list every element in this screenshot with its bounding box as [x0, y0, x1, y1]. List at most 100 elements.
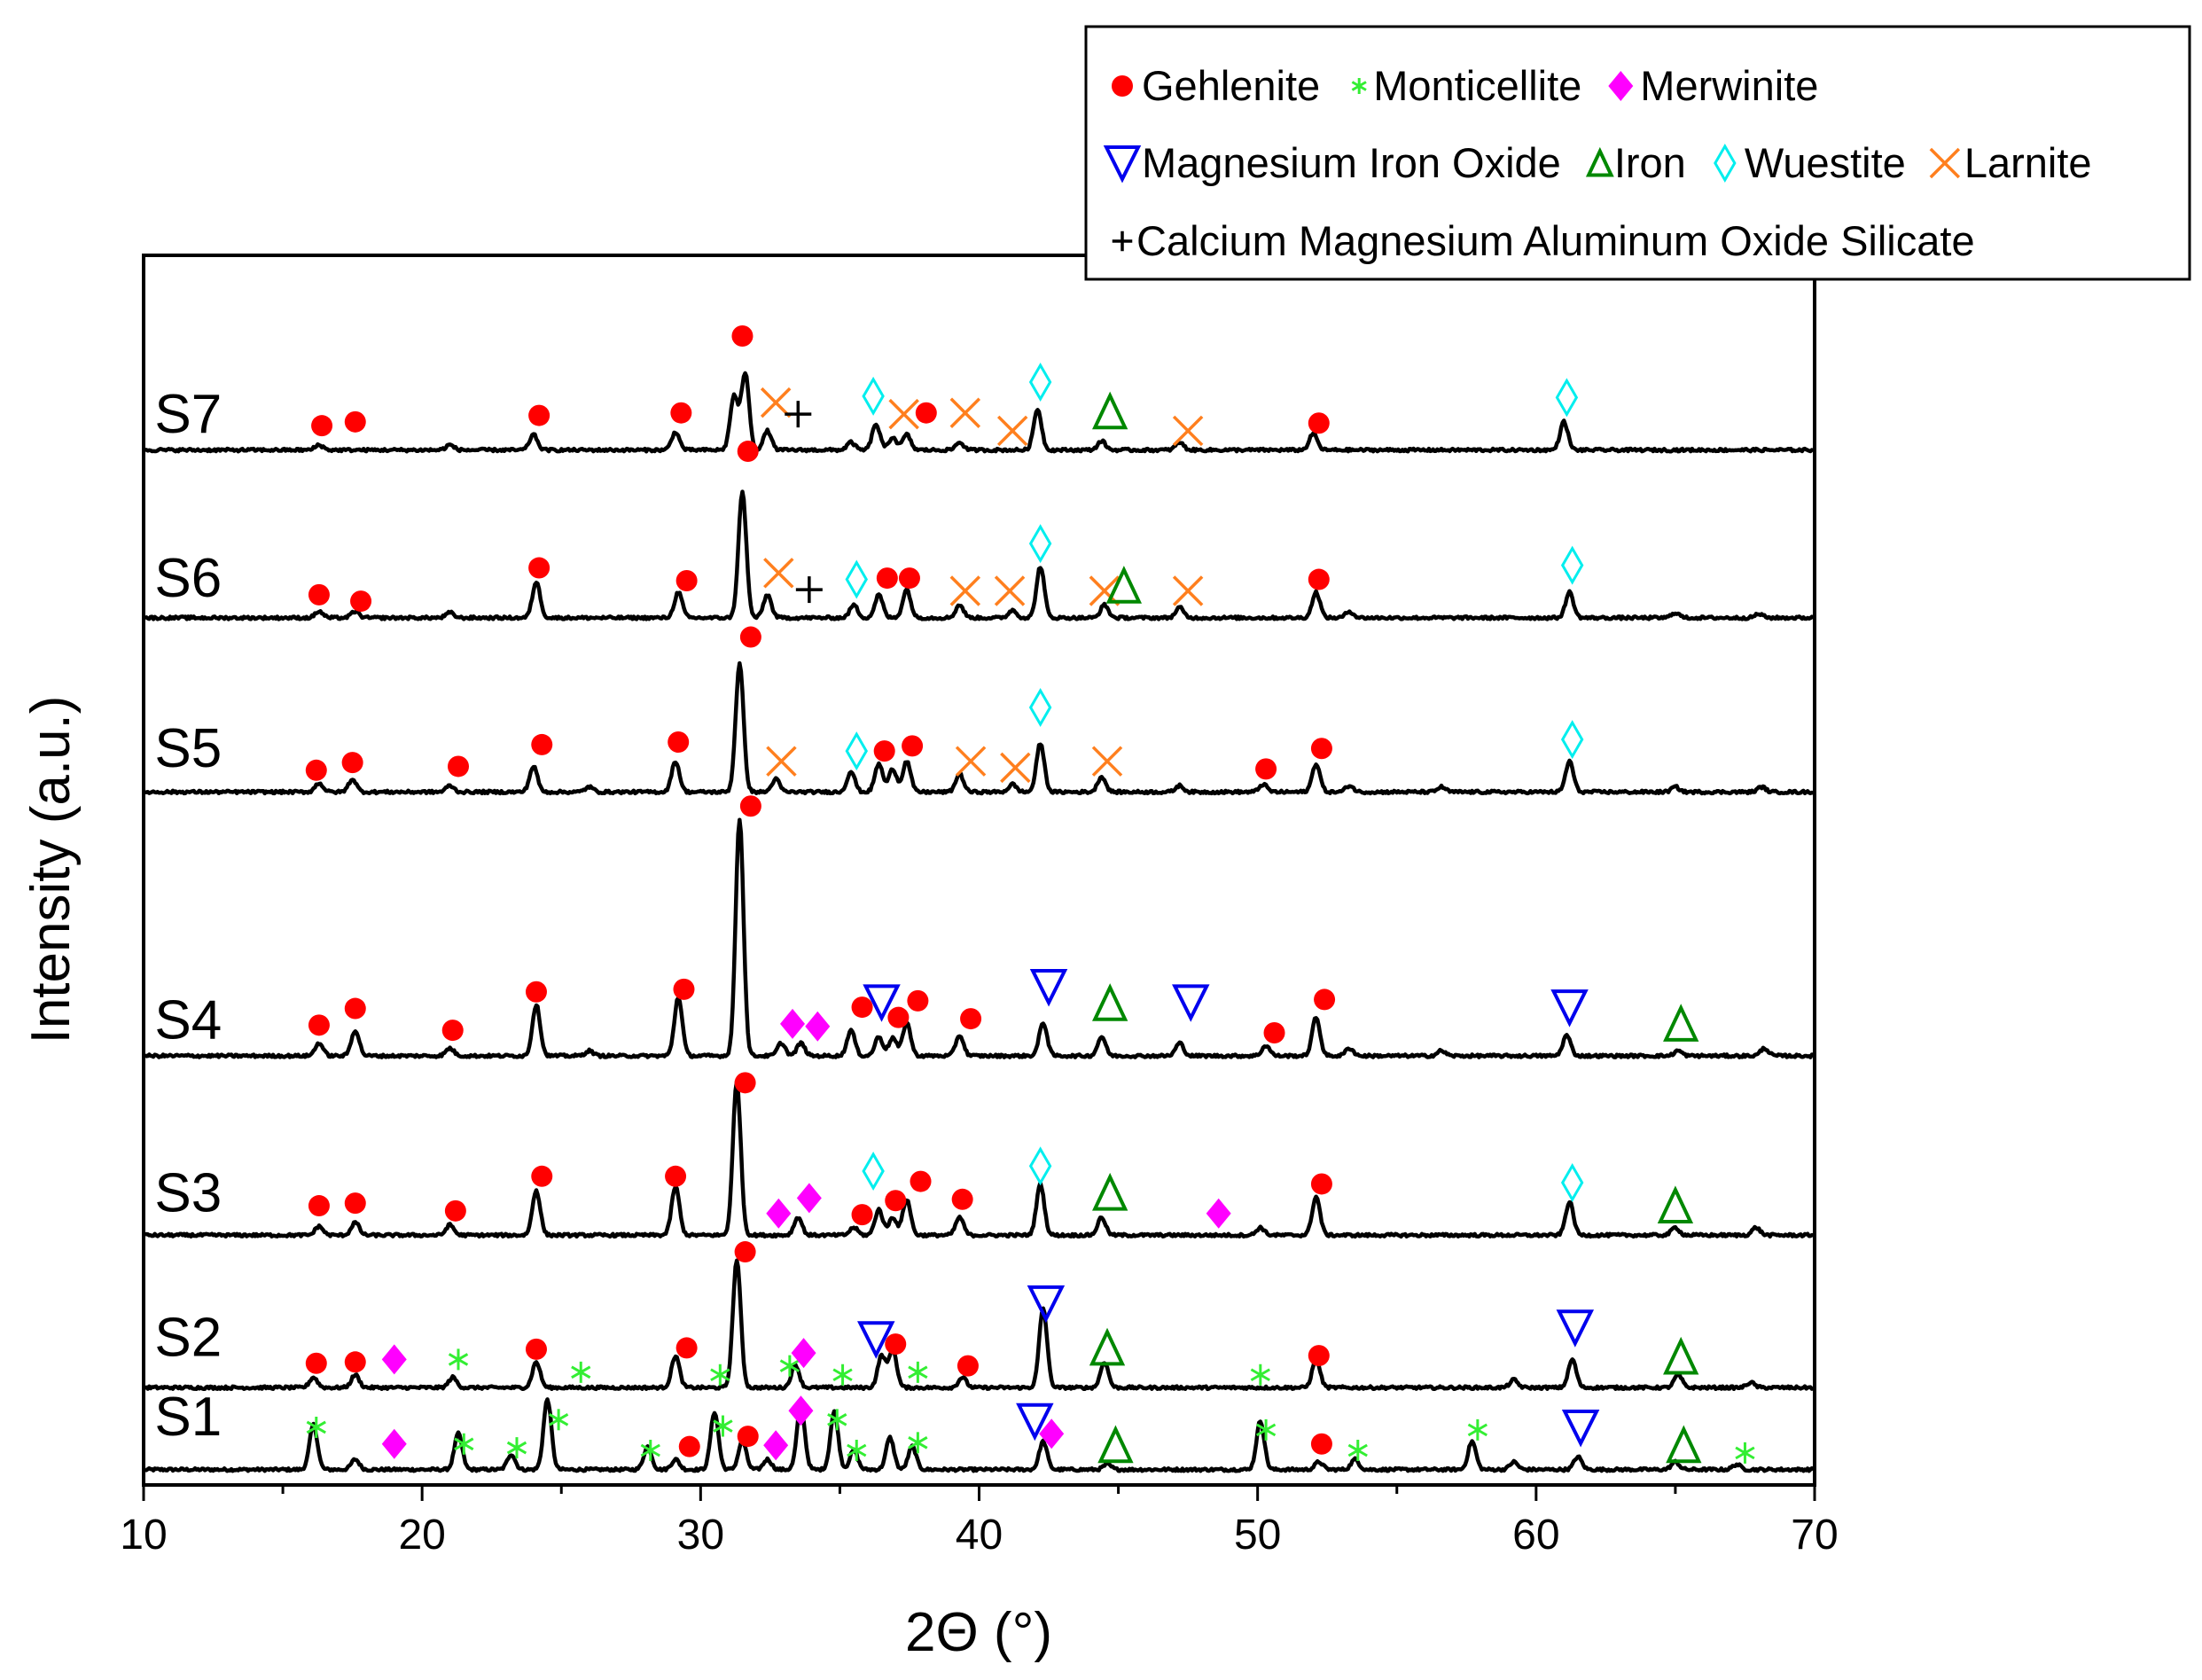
- x-tick-label: 40: [956, 1512, 1003, 1559]
- gehlenite-marker: [344, 1192, 366, 1215]
- gehlenite-marker: [444, 1199, 466, 1222]
- mgfeo-marker: [1550, 989, 1589, 1028]
- monticellite-marker: [1250, 1364, 1270, 1386]
- sample-label-s2: S2: [154, 1308, 222, 1369]
- gehlenite-marker: [1310, 1433, 1332, 1455]
- gehlenite-marker: [957, 1355, 979, 1377]
- larnite-marker: [1172, 575, 1204, 606]
- gehlenite-marker: [910, 1170, 932, 1192]
- plot-area: S1 S2 S3 S4 S5 S6 S7: [142, 254, 1816, 1501]
- iron-marker: [1092, 983, 1128, 1021]
- mgfeo-marker: [1027, 1285, 1066, 1324]
- iron-marker: [1663, 1004, 1699, 1042]
- merwinite-marker: [1608, 71, 1634, 101]
- merwinite-marker: [763, 1430, 789, 1461]
- legend-label-gehlenite: Gehlenite: [1142, 62, 1320, 109]
- monticellite-marker: [454, 1433, 474, 1455]
- larnite-marker: [949, 397, 981, 428]
- iron-marker: [1666, 1425, 1702, 1464]
- mgfeo-marker: [1103, 145, 1142, 184]
- gehlenite-marker: [851, 996, 873, 1019]
- series-line-s7: [144, 371, 1815, 454]
- sample-label-s4: S4: [154, 989, 222, 1051]
- merwinite-marker: [796, 1183, 822, 1214]
- gehlenite-marker: [341, 752, 363, 774]
- monticellite-marker: [908, 1361, 928, 1383]
- legend-label-calcium-magnesium-aluminum-oxide-silicate: Calcium Magnesium Aluminum Oxide Silicat…: [1136, 217, 1975, 264]
- larnite-marker: [949, 575, 981, 606]
- x-tick-label: 50: [1234, 1512, 1281, 1559]
- larnite-marker: [888, 398, 919, 430]
- gehlenite-marker: [675, 1337, 698, 1359]
- wuestite-marker: [1028, 1146, 1052, 1186]
- phase-markers: [305, 325, 1755, 1464]
- larnite-marker: [1172, 415, 1204, 447]
- gehlenite-marker: [1310, 738, 1332, 760]
- larnite-marker: [1000, 752, 1031, 784]
- series-line-s6: [144, 489, 1815, 621]
- gehlenite-marker: [887, 1006, 910, 1028]
- gehlenite-marker: [531, 1165, 553, 1187]
- iron-marker: [1092, 391, 1128, 430]
- series-line-s2: [144, 1258, 1815, 1392]
- x-tick-label: 10: [120, 1512, 167, 1559]
- sample-label-s6: S6: [154, 548, 222, 609]
- gehlenite-marker: [670, 402, 692, 424]
- monticellite-marker: [548, 1409, 569, 1431]
- mgfeo-marker: [1556, 1309, 1595, 1348]
- monticellite-marker: [1255, 1418, 1277, 1441]
- gehlenite-marker: [960, 1008, 982, 1030]
- sample-labels: S1 S2 S3 S4 S5 S6 S7: [154, 384, 222, 1448]
- x-tick-label: 60: [1512, 1512, 1559, 1559]
- larnite-marker: [955, 746, 987, 777]
- monticellite-marker: [1347, 1439, 1368, 1461]
- legend-label-larnite: Larnite: [1964, 139, 2092, 186]
- gehlenite-marker: [673, 978, 695, 1000]
- x-tick-label: 20: [398, 1512, 445, 1559]
- wuestite-marker: [1028, 688, 1052, 728]
- wuestite-marker: [1555, 378, 1579, 418]
- legend: Gehlenite Monticellite Merwinite Magnesium …: [1084, 25, 2191, 281]
- larnite-marker: [760, 387, 792, 418]
- gehlenite-marker: [734, 1241, 756, 1263]
- legend-label-magnesium-iron-oxide: Magnesium Iron Oxide: [1142, 139, 1561, 186]
- wuestite-marker: [1714, 144, 1737, 183]
- wuestite-marker: [1028, 524, 1052, 564]
- gehlenite-marker: [739, 795, 761, 817]
- monticellite-marker: [779, 1355, 800, 1377]
- monticellite-marker: [827, 1409, 847, 1431]
- gehlenite-marker: [1263, 1021, 1285, 1043]
- gehlenite-marker: [1308, 412, 1330, 434]
- iron-marker: [1092, 1172, 1128, 1211]
- x-tick-label: 70: [1791, 1512, 1838, 1559]
- gehlenite-marker: [902, 735, 924, 757]
- gehlenite-marker: [1308, 568, 1330, 590]
- sample-label-s7: S7: [154, 384, 222, 445]
- wuestite-marker: [1560, 720, 1584, 760]
- gehlenite-marker: [678, 1435, 700, 1457]
- series-line-s3: [144, 1079, 1815, 1239]
- cmas-marker: [795, 576, 823, 604]
- mgfeo-marker: [857, 1321, 895, 1359]
- wuestite-marker: [845, 731, 869, 771]
- gehlenite-marker: [915, 402, 937, 424]
- gehlenite-marker: [898, 567, 920, 590]
- legend-label-iron: Iron: [1614, 139, 1686, 186]
- gehlenite-marker: [1310, 1173, 1332, 1195]
- monticellite-marker: [1735, 1442, 1755, 1464]
- monticellite-marker: [571, 1361, 591, 1383]
- gehlenite-marker: [1314, 988, 1336, 1011]
- gehlenite-marker: [525, 981, 547, 1003]
- x-axis-ticks: [142, 1485, 1816, 1501]
- gehlenite-marker: [665, 1165, 687, 1187]
- gehlenite-marker: [668, 731, 690, 754]
- legend-items: Gehlenite Monticellite Merwinite Magnesium …: [1103, 62, 2092, 264]
- monticellite-marker: [847, 1439, 867, 1461]
- gehlenite-marker: [344, 410, 366, 433]
- legend-label-wuestite: Wuestite: [1745, 139, 1906, 186]
- mgfeo-marker: [1029, 968, 1068, 1007]
- sample-label-s3: S3: [154, 1162, 222, 1223]
- larnite-marker: [996, 415, 1028, 447]
- gehlenite-marker: [441, 1020, 464, 1042]
- gehlenite-marker: [873, 740, 895, 762]
